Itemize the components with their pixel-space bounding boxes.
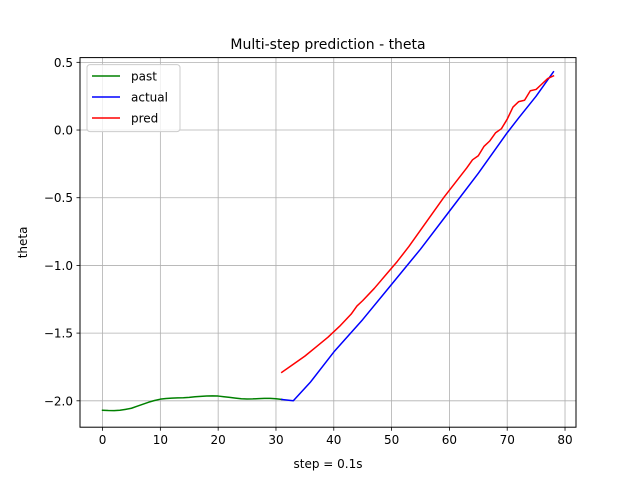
legend-label-past: past (131, 70, 157, 84)
plot-frame (79, 57, 577, 428)
series-line-pred (280, 74, 555, 374)
y-tick-label: −1.0 (44, 259, 73, 273)
x-tick-label: 40 (326, 433, 341, 447)
y-tick-label: −2.0 (44, 394, 73, 408)
y-tick-label: −0.5 (44, 191, 73, 205)
x-axis-label: step = 0.1s (294, 457, 363, 471)
x-tick-label: 80 (557, 433, 572, 447)
legend-label-pred: pred (131, 112, 158, 126)
x-tick-label: 60 (442, 433, 457, 447)
legend: past actual pred (86, 64, 181, 133)
y-axis: −2.0 −1.5 −1.0 −0.5 0.0 0.5 (44, 56, 80, 408)
x-tick-label: 50 (384, 433, 399, 447)
x-tick-label: 30 (268, 433, 283, 447)
legend-box (86, 64, 181, 133)
x-tick-label: 0 (99, 433, 107, 447)
x-tick-label: 70 (500, 433, 515, 447)
y-axis-label: theta (16, 227, 30, 259)
series-layer (101, 70, 555, 412)
x-tick-label: 20 (211, 433, 226, 447)
y-tick-label: 0.0 (54, 124, 73, 138)
y-tick-label: 0.5 (54, 56, 73, 70)
series-line-actual (280, 70, 555, 402)
y-tick-label: −1.5 (44, 327, 73, 341)
x-axis: 0 10 20 30 40 50 60 70 80 (99, 427, 573, 447)
grid (80, 57, 576, 428)
legend-label-actual: actual (131, 91, 168, 105)
series-line-past (101, 395, 283, 412)
x-tick-label: 10 (153, 433, 168, 447)
chart-title: Multi-step prediction - theta (230, 37, 425, 53)
